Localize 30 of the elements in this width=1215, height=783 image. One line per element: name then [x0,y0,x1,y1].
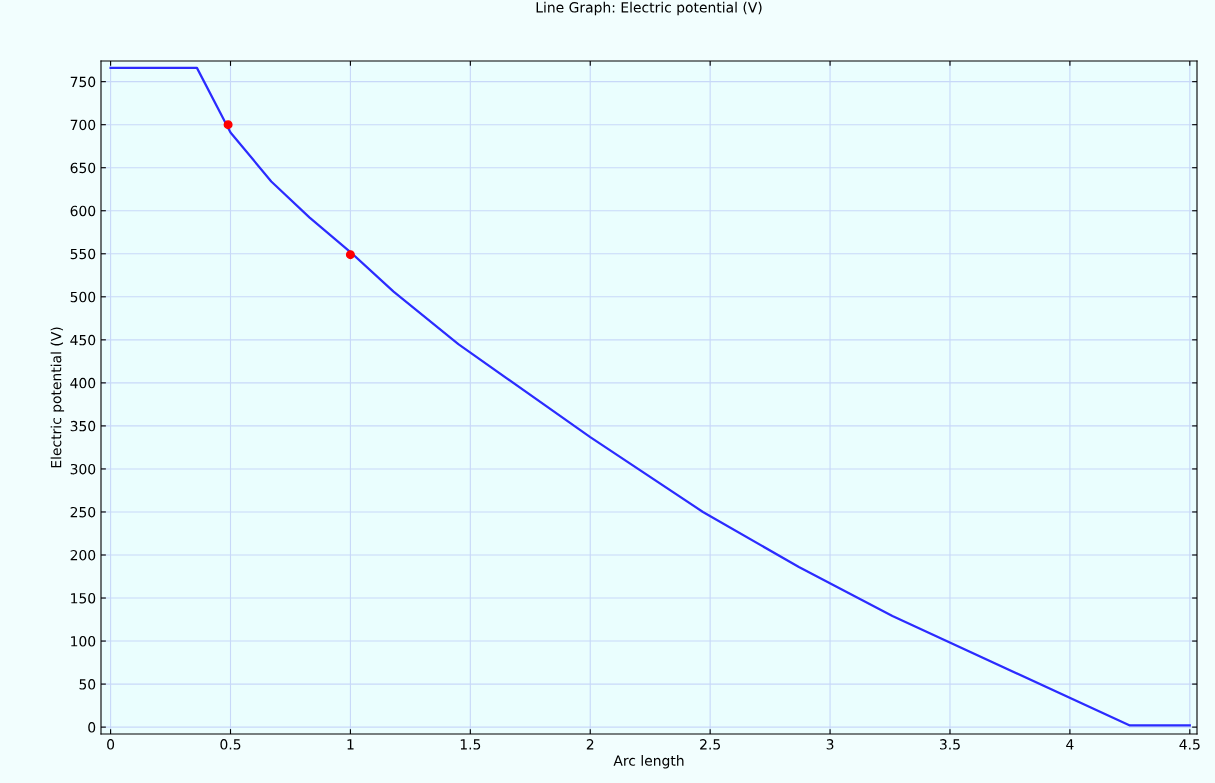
line-series [109,66,1191,727]
y-tick-label: 500 [70,291,96,303]
y-tick-label: 550 [70,248,96,260]
y-tick-label: 250 [70,506,96,518]
y-tick-label: 650 [70,162,96,174]
x-tick-label: 4.5 [1179,739,1200,750]
x-tick-label: 2.5 [700,739,720,750]
y-tick-label: 50 [79,679,96,690]
y-tick-label: 350 [70,420,96,432]
x-tick-label: 1.5 [460,739,481,750]
x-axis-title: Arc length [613,755,684,769]
x-tick-label: 0 [107,739,115,750]
chart-title: Line Graph: Electric potential (V) [536,1,762,16]
y-tick-label: 200 [70,549,96,561]
y-tick-label: 0 [88,722,96,733]
y-tick-label: 150 [71,592,96,604]
y-tick-label: 450 [70,334,96,346]
y-tick-label: 700 [70,119,96,131]
x-tick-label: 1 [347,739,354,750]
y-tick-label: 400 [70,377,96,389]
x-tick-label: 3.5 [940,739,960,750]
y-tick-label: 100 [71,636,96,647]
x-tick-label: 4 [1066,739,1074,750]
y-tick-label: 750 [70,76,96,88]
x-tick-label: 0.5 [220,739,241,750]
x-tick-label: 3 [826,739,834,750]
y-tick-label: 600 [70,205,96,217]
y-axis-title: Electric potential (V) [50,327,65,468]
y-tick-label: 300 [70,463,96,475]
x-tick-label: 2 [586,739,594,750]
